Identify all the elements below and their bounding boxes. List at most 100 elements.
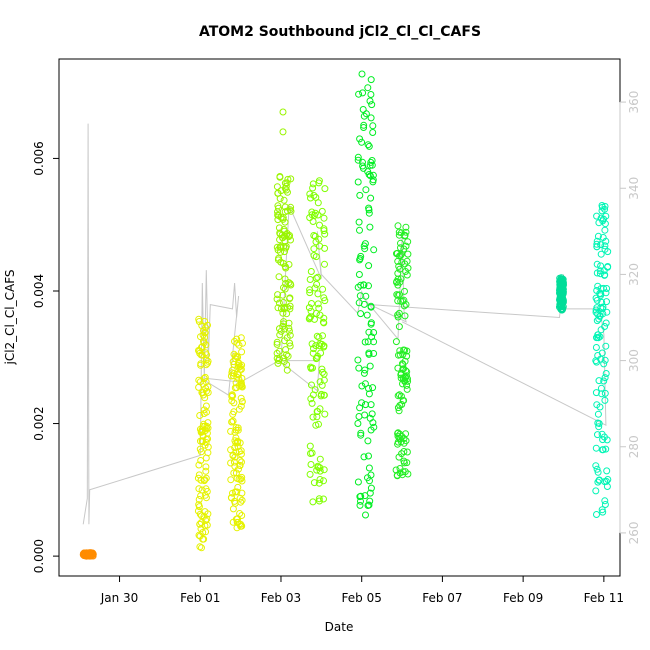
data-point	[357, 310, 365, 318]
scatter-points	[79, 70, 612, 560]
data-point	[237, 365, 245, 373]
data-point	[230, 360, 238, 368]
data-point	[355, 299, 363, 307]
data-point	[309, 413, 317, 421]
data-point	[283, 179, 291, 187]
data-point	[595, 377, 603, 385]
data-point	[202, 356, 210, 364]
data-point	[362, 511, 369, 519]
data-point	[394, 311, 402, 319]
data-point	[364, 437, 372, 445]
data-point	[593, 240, 601, 248]
data-point	[404, 250, 412, 258]
data-point	[238, 398, 246, 405]
data-point	[279, 128, 287, 136]
data-point	[201, 329, 209, 337]
data-point	[395, 231, 403, 239]
data-point	[316, 311, 324, 319]
data-point	[321, 410, 329, 418]
right-tick-label: 340	[627, 177, 641, 200]
right-tick-label: 280	[627, 435, 641, 458]
data-point	[401, 312, 409, 320]
data-point	[402, 437, 410, 445]
data-point	[203, 521, 211, 529]
data-point	[314, 290, 322, 298]
right-axis: 260 280 300 320 340 360	[619, 91, 641, 544]
data-point	[603, 483, 611, 490]
data-point	[596, 333, 604, 341]
data-point	[320, 495, 327, 503]
data-point	[354, 156, 362, 164]
data-point	[309, 218, 317, 225]
data-point	[307, 395, 315, 403]
data-point	[369, 419, 377, 427]
data-point	[236, 494, 244, 502]
data-point	[369, 384, 377, 392]
data-point	[395, 407, 403, 415]
data-point	[559, 285, 567, 292]
data-point	[235, 375, 243, 383]
data-point	[308, 399, 316, 407]
data-point	[363, 311, 371, 319]
data-point	[365, 171, 373, 178]
data-point	[279, 322, 287, 330]
data-point	[597, 250, 605, 258]
data-point	[369, 129, 377, 136]
data-point	[204, 419, 212, 427]
data-point	[394, 404, 402, 412]
data-point	[360, 112, 368, 120]
data-point	[365, 452, 372, 460]
data-point	[556, 292, 564, 300]
data-point	[601, 389, 609, 397]
data-point	[366, 362, 374, 370]
data-point	[358, 138, 366, 146]
data-point	[306, 442, 314, 450]
data-point	[316, 476, 324, 483]
data-point	[306, 289, 314, 297]
data-point	[313, 280, 321, 288]
data-point	[310, 232, 318, 239]
data-point	[396, 347, 404, 355]
data-point	[228, 397, 236, 405]
data-point	[235, 341, 243, 349]
data-point	[284, 352, 292, 360]
data-point	[367, 114, 375, 122]
data-point	[88, 550, 96, 558]
data-point	[368, 410, 376, 418]
data-point	[238, 473, 246, 481]
data-point	[283, 361, 291, 369]
data-point	[556, 302, 564, 310]
x-tick-label: Feb 01	[180, 591, 220, 605]
data-point	[402, 430, 410, 438]
x-axis-label: Date	[325, 620, 354, 634]
data-point	[593, 296, 601, 304]
data-point	[370, 329, 378, 336]
data-point	[307, 461, 315, 468]
data-point	[594, 478, 602, 486]
x-axis: Jan 30 Feb 01 Feb 03 Feb 05 Feb 07 Feb 09 Feb …	[100, 575, 624, 605]
data-point	[403, 448, 411, 456]
data-point	[597, 384, 605, 392]
data-point	[317, 390, 325, 398]
data-point	[601, 245, 609, 253]
data-point	[557, 274, 565, 282]
data-point	[366, 172, 374, 180]
data-point	[602, 319, 610, 327]
data-point	[396, 391, 403, 399]
data-point	[601, 501, 609, 508]
data-point	[364, 84, 372, 92]
data-point	[238, 512, 246, 519]
data-point	[237, 498, 245, 506]
data-point	[593, 511, 600, 518]
data-point	[201, 373, 209, 381]
x-tick-label: Jan 30	[100, 591, 139, 605]
data-point	[203, 387, 210, 395]
data-point	[598, 349, 606, 357]
data-point	[197, 361, 205, 369]
data-point	[235, 448, 243, 455]
data-point	[233, 515, 240, 523]
data-point	[227, 459, 235, 467]
data-point	[308, 340, 316, 348]
data-point	[202, 516, 210, 524]
data-point	[320, 343, 328, 351]
